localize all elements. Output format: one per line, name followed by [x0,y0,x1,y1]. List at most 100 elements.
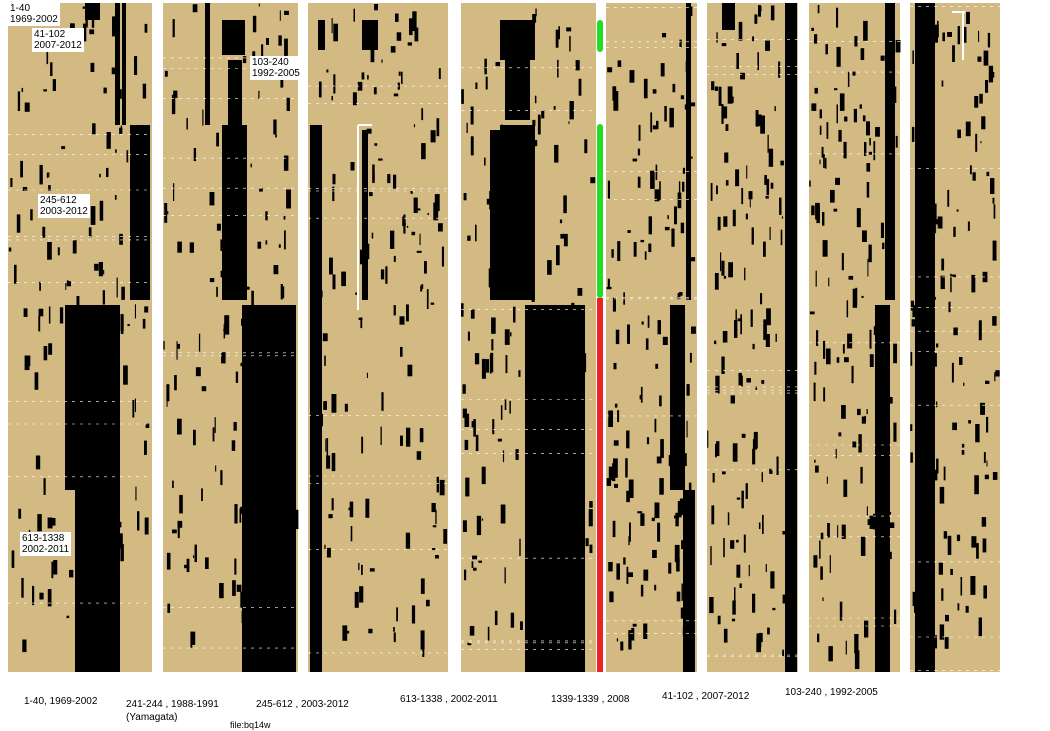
noise [655,164,658,180]
noise [845,640,847,655]
noise [857,408,861,416]
label-years: 2002-2011 [22,544,70,555]
noise [715,375,720,394]
noise [193,555,195,558]
noise [485,76,488,90]
noise [48,306,51,324]
noise [265,211,268,221]
noise [867,519,871,525]
noise [739,583,742,588]
noise [89,577,93,596]
noise [419,428,424,443]
noise [491,339,494,351]
noise [581,561,583,565]
noise [589,501,593,508]
noise [166,552,171,570]
noise [226,170,230,185]
noise [641,321,644,325]
noise [992,316,997,326]
noise [953,226,956,237]
noise [46,172,49,178]
noise [980,141,982,144]
noise [537,114,541,135]
noise [686,234,688,250]
noise [654,189,660,202]
noise [676,422,680,442]
noise [933,469,938,481]
noise [682,592,688,595]
noise [107,539,112,560]
noise [659,478,664,495]
noise [24,102,30,112]
noise [770,182,774,189]
noise [326,547,331,558]
noise [615,329,620,345]
noise [279,10,281,21]
noise [481,358,486,379]
noise [688,482,692,502]
noise [398,71,401,76]
noise [369,192,373,197]
noise [677,501,682,518]
noise [484,58,487,75]
noise [650,170,655,189]
noise [689,91,691,110]
dark-block [362,20,378,50]
noise [565,608,569,622]
noise [261,44,264,57]
noise [476,515,482,536]
noise [608,410,613,427]
label-range: 613-1338 [22,533,65,544]
noise [654,418,657,433]
noise [758,522,761,530]
noise [8,247,12,252]
noise [144,517,149,535]
noise [643,623,648,639]
noise [81,578,84,583]
noise [866,121,870,136]
caption: 1-40, 1969-2002 [24,696,98,707]
noise [421,284,424,289]
noise [421,108,424,121]
noise [741,433,746,438]
noise [420,578,425,594]
noise [722,106,728,119]
noise [407,364,413,377]
noise [916,157,918,163]
noise [928,343,932,351]
noise [240,506,243,514]
noise [924,91,930,103]
noise [961,450,965,455]
noise [864,620,869,638]
noise [858,434,862,453]
noise [323,401,327,410]
noise [929,610,931,616]
noise [578,78,582,96]
noise [765,40,770,51]
noise [930,461,932,472]
noise [416,451,422,460]
noise [271,401,276,412]
noise [360,317,363,329]
noise [209,278,215,283]
noise [106,167,109,178]
noise [730,395,735,404]
noise [88,452,90,472]
noise [880,55,885,61]
noise [790,202,796,221]
noise [793,124,796,133]
noise [617,410,620,423]
noise [558,26,560,40]
noise [90,62,95,72]
noise [662,33,667,38]
noise [974,96,979,108]
noise [869,329,872,349]
noise [873,513,876,530]
noise [167,603,171,613]
noise [738,21,743,41]
noise [471,561,474,568]
noise [589,544,593,553]
noise [878,408,883,417]
noise [371,232,374,239]
noise [269,566,273,570]
